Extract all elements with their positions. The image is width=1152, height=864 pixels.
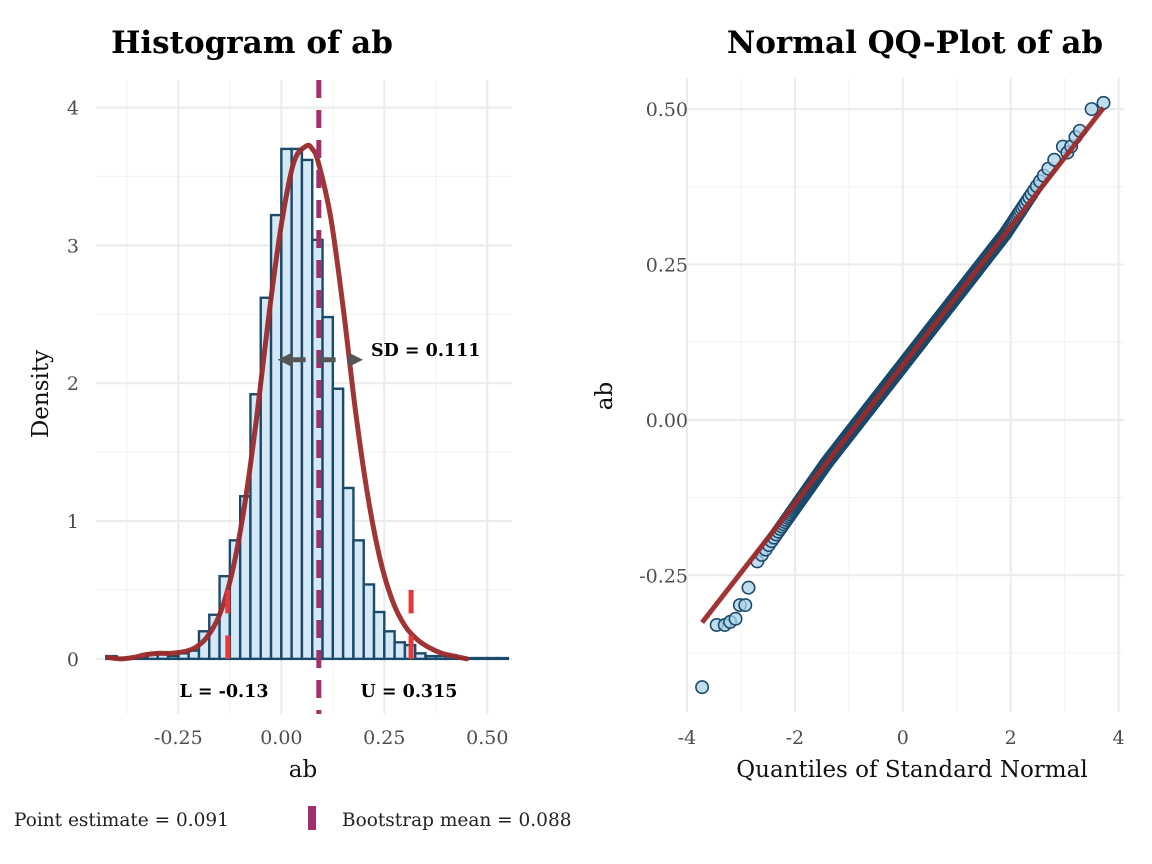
histogram-bar <box>331 387 345 661</box>
histogram-bar <box>424 654 438 661</box>
y-tick-label: 0.50 <box>646 99 688 121</box>
sd-annotation: SD = 0.111 <box>371 341 480 361</box>
histogram-bar <box>341 486 355 661</box>
y-tick-label: 3 <box>67 235 79 257</box>
histogram-bars <box>105 147 510 661</box>
qq-point <box>728 611 743 626</box>
histogram-bar <box>414 652 427 661</box>
ci-marks <box>225 589 414 659</box>
legend-point-estimate: Point estimate = 0.091 <box>14 810 229 831</box>
qq-x-axis-title: Quantiles of Standard Normal <box>736 757 1087 783</box>
histogram-bar <box>393 641 407 661</box>
y-tick-label: 0.25 <box>646 254 688 276</box>
x-tick-label: -4 <box>678 727 697 749</box>
qq-panel: Normal QQ-Plot of ab -4 -2 0 2 4 -0.25 0.00 0.2… <box>592 25 1125 783</box>
qq-y-axis-title: ab <box>592 382 618 410</box>
legend-mean-key <box>308 806 316 830</box>
density-curve-layer <box>105 142 470 662</box>
sd-arrow-layer <box>277 352 363 367</box>
histogram-bar <box>372 610 386 661</box>
qq-tick-labels: -4 -2 0 2 4 -0.25 0.00 0.25 0.50 <box>639 99 1124 749</box>
x-tick-label: -2 <box>786 727 805 749</box>
histogram-bar <box>166 654 180 661</box>
qq-title: Normal QQ-Plot of ab <box>727 25 1103 61</box>
histogram-bar <box>496 656 510 661</box>
y-tick-label: 0 <box>67 649 79 671</box>
x-tick-label: 0.00 <box>260 727 302 749</box>
sd-arrow-left-head <box>277 352 292 367</box>
histogram-bar <box>290 147 304 661</box>
histogram-bar <box>362 583 376 661</box>
lower-annotation: L = -0.13 <box>179 682 268 702</box>
histogram-bar <box>321 315 335 661</box>
x-tick-label: -0.25 <box>154 727 203 749</box>
sd-arrow-right-head <box>348 352 363 367</box>
histogram-tick-labels: -0.25 0.00 0.25 0.50 0 1 2 3 4 <box>67 98 509 749</box>
upper-annotation: U = 0.315 <box>361 682 458 702</box>
qq-point <box>1096 95 1111 110</box>
legend-bootstrap-mean: Bootstrap mean = 0.088 <box>342 810 572 831</box>
y-tick-label: -0.25 <box>639 565 688 587</box>
histogram-title: Histogram of ab <box>111 25 393 61</box>
histogram-bar <box>352 539 365 661</box>
legend: Point estimate = 0.091 Bootstrap mean = … <box>14 806 572 831</box>
y-tick-label: 1 <box>67 511 79 533</box>
qq-point <box>738 598 753 613</box>
y-tick-label: 2 <box>67 373 79 395</box>
qq-point <box>1084 102 1099 117</box>
qq-point <box>741 580 756 595</box>
histogram-bar <box>486 656 499 661</box>
x-tick-label: 2 <box>1005 727 1017 749</box>
y-tick-label: 0.00 <box>646 410 688 432</box>
histogram-x-axis-title: ab <box>289 757 317 783</box>
density-curve <box>105 142 470 662</box>
histogram-y-axis-title: Density <box>28 350 54 438</box>
histogram-bar <box>383 630 396 661</box>
qq-reference-line <box>700 106 1106 625</box>
histogram-bar <box>300 158 314 661</box>
y-tick-label: 4 <box>67 98 79 120</box>
qq-grid <box>686 78 1124 712</box>
qq-reference-line-layer <box>700 106 1106 625</box>
x-tick-label: 0.50 <box>466 727 508 749</box>
x-tick-label: 0.25 <box>363 727 405 749</box>
histogram-bar <box>475 656 489 661</box>
histogram-panel: Histogram of ab -0.25 0.00 0.25 0.50 0 1 2 3 4 S… <box>28 25 512 783</box>
x-tick-label: 0 <box>897 727 909 749</box>
qq-point <box>695 680 710 695</box>
x-tick-label: 4 <box>1113 727 1125 749</box>
